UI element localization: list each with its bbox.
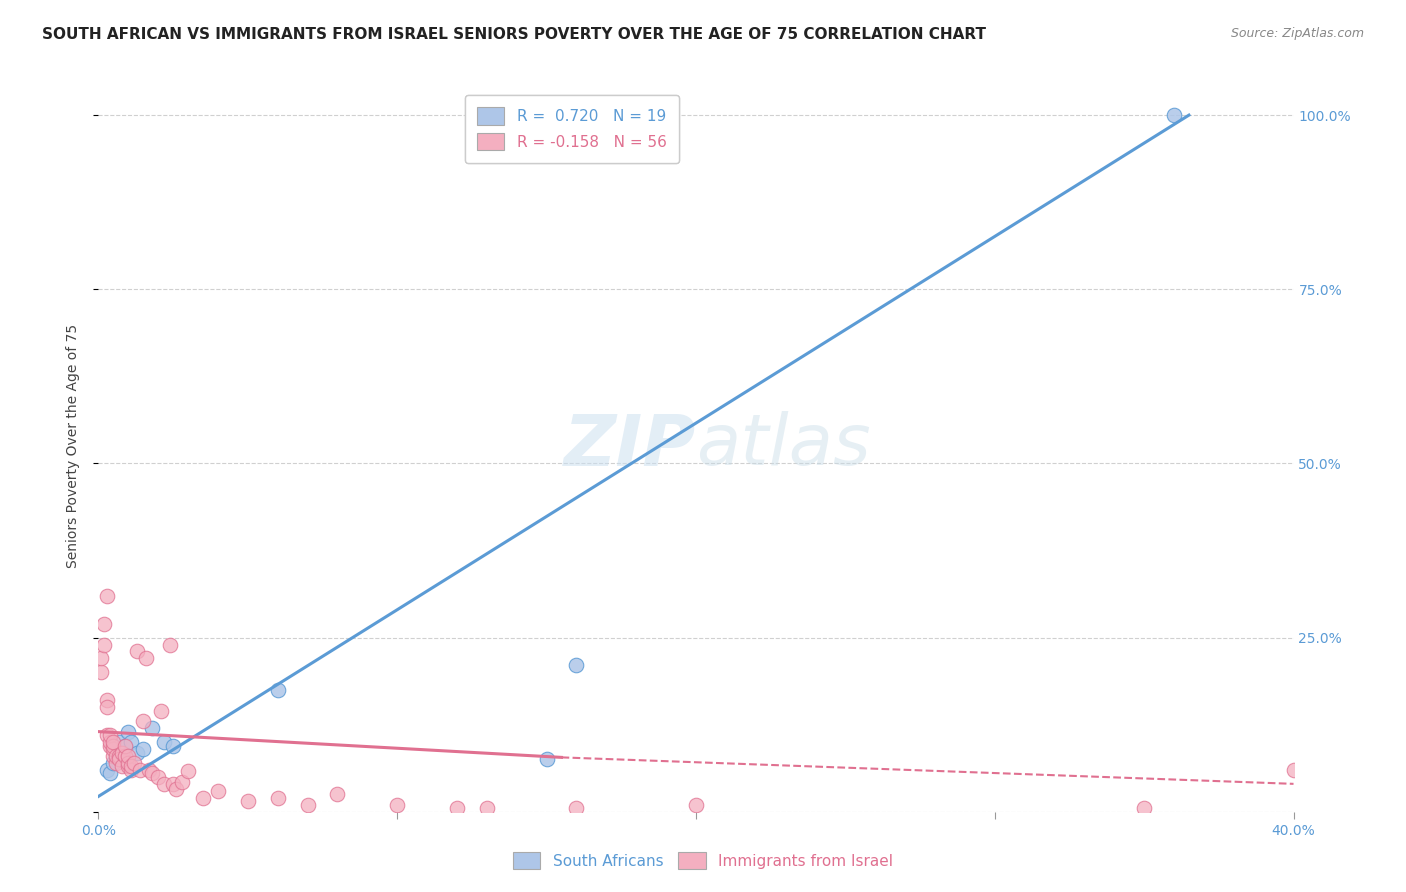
- Point: [111, 752, 134, 766]
- Point: [120, 763, 142, 777]
- Point: [108, 749, 131, 764]
- Point: [93, 616, 115, 631]
- Point: [565, 658, 588, 673]
- Y-axis label: Seniors Poverty Over the Age of 75: Seniors Poverty Over the Age of 75: [66, 324, 80, 568]
- Point: [108, 735, 131, 749]
- Point: [153, 777, 176, 791]
- Point: [475, 801, 498, 815]
- Point: [114, 749, 136, 764]
- Point: [326, 787, 349, 801]
- Point: [127, 746, 149, 760]
- Point: [138, 763, 160, 777]
- Text: ZIP: ZIP: [564, 411, 696, 481]
- Text: Source: ZipAtlas.com: Source: ZipAtlas.com: [1230, 27, 1364, 40]
- Point: [153, 735, 176, 749]
- Point: [96, 728, 118, 742]
- Point: [96, 700, 118, 714]
- Legend: R =  0.720   N = 19, R = -0.158   N = 56: R = 0.720 N = 19, R = -0.158 N = 56: [464, 95, 679, 162]
- Point: [162, 739, 184, 753]
- Point: [385, 797, 409, 812]
- Point: [98, 728, 122, 742]
- Point: [132, 714, 155, 728]
- Point: [150, 704, 173, 718]
- Point: [103, 739, 125, 753]
- Point: [103, 742, 125, 756]
- Point: [165, 782, 187, 797]
- Point: [536, 752, 558, 766]
- Point: [565, 801, 588, 815]
- Point: [141, 721, 163, 735]
- Point: [103, 756, 125, 770]
- Point: [103, 735, 125, 749]
- Point: [105, 749, 128, 764]
- Point: [159, 638, 181, 652]
- Point: [96, 693, 118, 707]
- Point: [207, 784, 229, 798]
- Text: atlas: atlas: [696, 411, 870, 481]
- Point: [114, 739, 136, 753]
- Point: [98, 739, 122, 753]
- Point: [1163, 108, 1185, 122]
- Point: [267, 682, 290, 697]
- Point: [267, 790, 290, 805]
- Point: [129, 763, 152, 777]
- Point: [117, 749, 139, 764]
- Point: [1282, 763, 1305, 777]
- Legend: South Africans, Immigrants from Israel: South Africans, Immigrants from Israel: [506, 846, 900, 875]
- Point: [117, 759, 139, 773]
- Point: [120, 759, 142, 773]
- Text: SOUTH AFRICAN VS IMMIGRANTS FROM ISRAEL SENIORS POVERTY OVER THE AGE OF 75 CORRE: SOUTH AFRICAN VS IMMIGRANTS FROM ISRAEL …: [42, 27, 986, 42]
- Point: [446, 801, 468, 815]
- Point: [111, 759, 134, 773]
- Point: [93, 638, 115, 652]
- Point: [120, 735, 142, 749]
- Point: [148, 770, 170, 784]
- Point: [96, 589, 118, 603]
- Point: [98, 766, 122, 780]
- Point: [90, 651, 112, 665]
- Point: [117, 724, 139, 739]
- Point: [124, 756, 146, 770]
- Point: [506, 132, 529, 146]
- Point: [103, 749, 125, 764]
- Point: [297, 797, 319, 812]
- Point: [191, 790, 214, 805]
- Point: [236, 794, 259, 808]
- Point: [114, 739, 136, 753]
- Point: [105, 756, 128, 770]
- Point: [108, 752, 131, 766]
- Point: [177, 764, 200, 779]
- Point: [135, 651, 157, 665]
- Point: [111, 746, 134, 760]
- Point: [98, 735, 122, 749]
- Point: [141, 766, 163, 780]
- Point: [96, 763, 118, 777]
- Point: [162, 777, 184, 791]
- Point: [132, 742, 155, 756]
- Point: [117, 756, 139, 770]
- Point: [105, 749, 128, 764]
- Point: [172, 775, 194, 789]
- Point: [127, 644, 149, 658]
- Point: [1133, 801, 1156, 815]
- Point: [90, 665, 112, 680]
- Point: [685, 797, 707, 812]
